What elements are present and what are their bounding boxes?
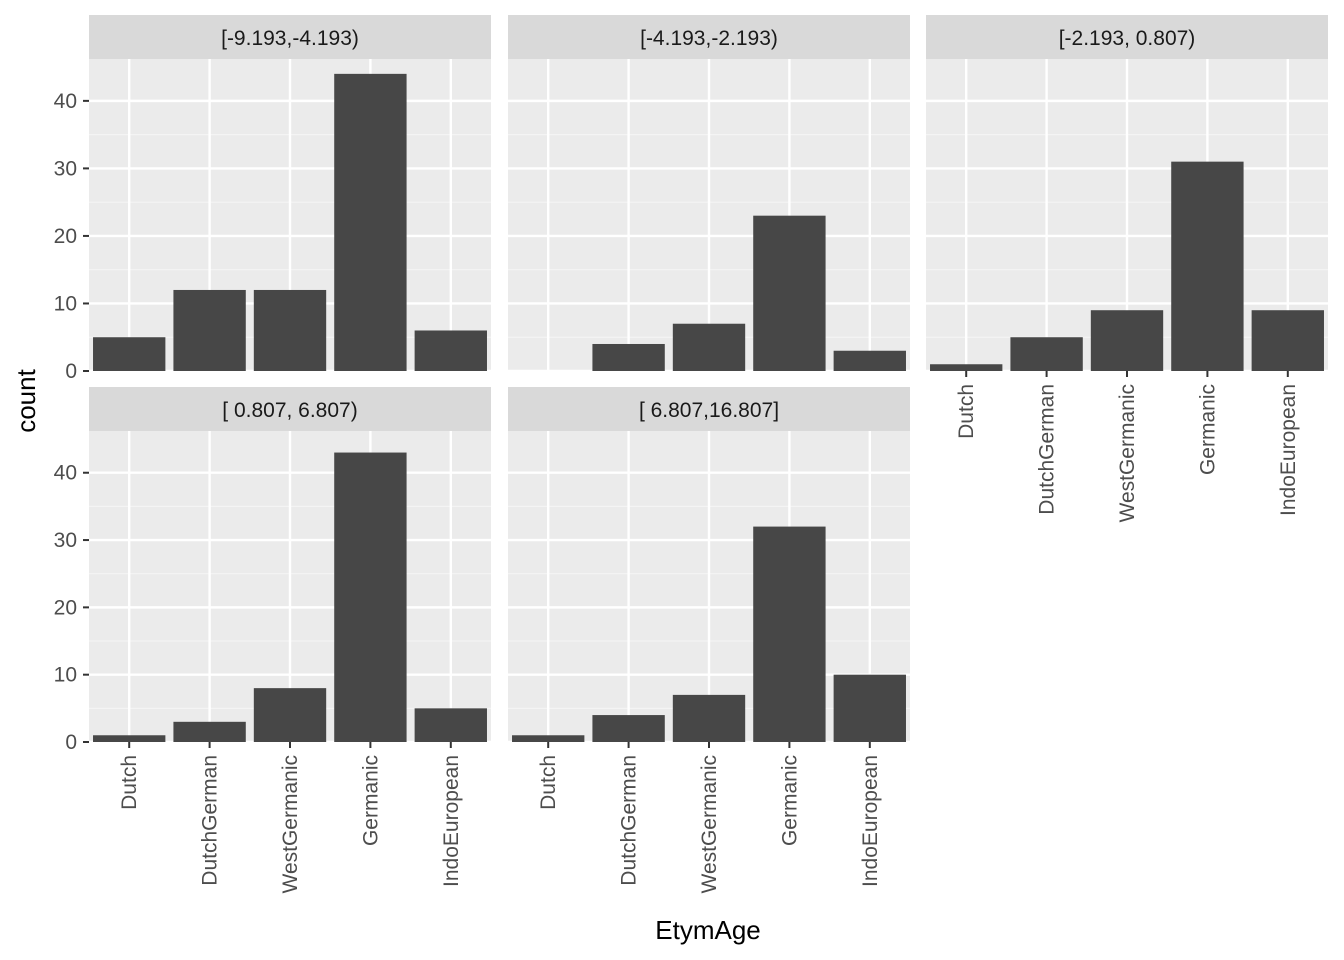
- bar: [173, 289, 246, 371]
- y-tick-label: 0: [65, 360, 77, 383]
- y-tick-label: 40: [54, 90, 77, 113]
- facet-panel: [ 6.807,16.807] Dutch DutchGerman WestGerma…: [508, 387, 910, 893]
- bar: [930, 364, 1003, 371]
- x-tick-label: WestGermanic: [1116, 384, 1139, 522]
- bar: [1251, 310, 1324, 371]
- facet-strip-label: [-2.193, 0.807): [1059, 27, 1196, 50]
- bar: [334, 452, 407, 742]
- bar: [672, 694, 746, 742]
- facet-strip: [508, 387, 910, 431]
- facet-strip-label: [-4.193,-2.193): [640, 27, 778, 50]
- x-tick-label: Germanic: [359, 755, 382, 846]
- x-tick-label: WestGermanic: [279, 755, 302, 893]
- facet-panel: [-2.193, 0.807) Dutch DutchGerman WestGerma…: [926, 15, 1328, 522]
- facet-strip-label: [-9.193,-4.193): [221, 27, 359, 50]
- bar: [592, 343, 665, 371]
- facet-strip: [926, 15, 1328, 59]
- x-tick-label: Germanic: [1196, 384, 1219, 475]
- x-tick-label: DutchGerman: [1036, 384, 1059, 515]
- facet-panel: [ 0.807, 6.807) 0 10 20 30 40 Dutch DutchGerman…: [54, 387, 491, 893]
- bar: [512, 735, 585, 742]
- bar: [93, 337, 166, 371]
- x-tick-label: Dutch: [537, 755, 560, 810]
- bar: [1171, 161, 1244, 371]
- y-tick-label: 0: [65, 731, 77, 754]
- y-tick-label: 20: [54, 225, 77, 248]
- bar: [334, 73, 407, 371]
- x-tick-label: IndoEuropean: [859, 755, 882, 887]
- x-tick-label: WestGermanic: [698, 755, 721, 893]
- bar: [173, 721, 246, 742]
- x-tick-label: IndoEuropean: [1277, 384, 1300, 516]
- y-tick-label: 10: [54, 292, 77, 315]
- y-tick-label: 30: [54, 529, 77, 552]
- facet-strip: [508, 15, 910, 59]
- facet-strip: [89, 387, 491, 431]
- bar: [753, 215, 826, 371]
- bar: [1010, 337, 1083, 371]
- bar: [592, 715, 665, 742]
- bar: [833, 674, 906, 742]
- x-tick-label: Germanic: [778, 755, 801, 846]
- bar: [833, 350, 906, 371]
- y-axis-title: count: [11, 368, 41, 432]
- x-axis-title: EtymAge: [655, 915, 761, 945]
- facet-panel: [-9.193,-4.193) 0 10 20 30 40: [54, 15, 491, 383]
- facet-strip-label: [ 0.807, 6.807): [222, 399, 357, 422]
- x-tick-label: Dutch: [118, 755, 141, 810]
- bar: [93, 735, 166, 742]
- x-tick-label: DutchGerman: [199, 755, 222, 886]
- bar: [253, 289, 327, 371]
- x-tick-label: IndoEuropean: [440, 755, 463, 887]
- y-tick-label: 40: [54, 462, 77, 485]
- x-tick-label: DutchGerman: [618, 755, 641, 886]
- bar: [1090, 310, 1164, 371]
- y-tick-label: 20: [54, 596, 77, 619]
- bar: [253, 688, 327, 742]
- y-tick-label: 30: [54, 157, 77, 180]
- facet-strip-label: [ 6.807,16.807]: [639, 399, 779, 422]
- bar: [414, 708, 487, 742]
- bar: [753, 526, 826, 742]
- y-tick-label: 10: [54, 664, 77, 687]
- facet-panel: [-4.193,-2.193): [508, 15, 910, 373]
- bar: [414, 330, 487, 371]
- facet-strip: [89, 15, 491, 59]
- bar: [672, 323, 746, 371]
- x-tick-label: Dutch: [955, 384, 978, 439]
